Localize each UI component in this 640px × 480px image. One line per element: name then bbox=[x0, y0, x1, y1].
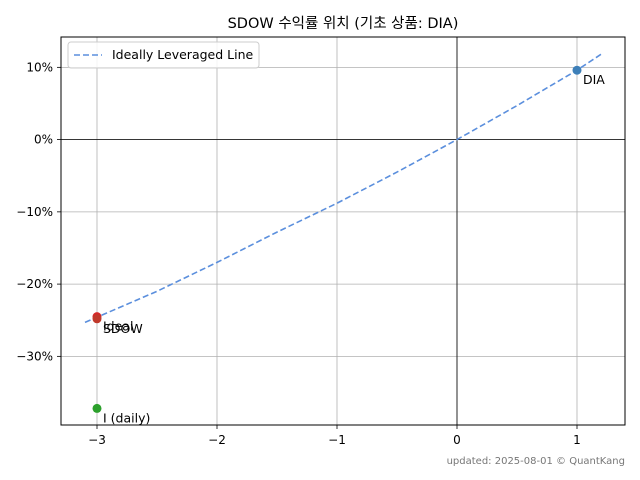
reference-lines bbox=[61, 37, 625, 425]
legend: Ideally Leveraged Line bbox=[67, 41, 260, 69]
chart-title: SDOW 수익률 위치 (기초 상품: DIA) bbox=[228, 15, 459, 32]
y-tick-label: −30% bbox=[16, 349, 53, 363]
x-axis-ticks: −3 −2 −1 0 1 bbox=[88, 425, 581, 447]
x-tick-label: −2 bbox=[208, 433, 226, 447]
point-marker bbox=[92, 403, 102, 413]
point-label: I (daily) bbox=[103, 410, 150, 425]
footer-credit: updated: 2025-08-01 © QuantKang bbox=[447, 456, 625, 467]
y-tick-label: −20% bbox=[16, 277, 53, 291]
y-tick-label: 10% bbox=[26, 60, 53, 74]
legend-box bbox=[67, 41, 260, 69]
series-layer bbox=[84, 53, 602, 324]
ideal-leveraged-line bbox=[84, 53, 602, 324]
point-marker bbox=[92, 314, 102, 324]
plot-frame bbox=[60, 36, 626, 426]
point-marker bbox=[572, 65, 582, 75]
point-label: Ideal bbox=[103, 319, 133, 334]
y-tick-label: 0% bbox=[34, 133, 53, 147]
x-tick-label: −1 bbox=[328, 433, 346, 447]
grid bbox=[61, 37, 625, 425]
y-tick-label: −10% bbox=[16, 205, 53, 219]
y-axis-ticks: 10% 0% −10% −20% −30% bbox=[16, 60, 61, 363]
x-tick-label: −3 bbox=[88, 433, 106, 447]
legend-label: Ideally Leveraged Line bbox=[112, 47, 254, 62]
x-tick-label: 1 bbox=[573, 433, 581, 447]
x-tick-label: 0 bbox=[453, 433, 461, 447]
point-label: DIA bbox=[583, 72, 605, 87]
point-label: SDOW bbox=[103, 321, 143, 336]
